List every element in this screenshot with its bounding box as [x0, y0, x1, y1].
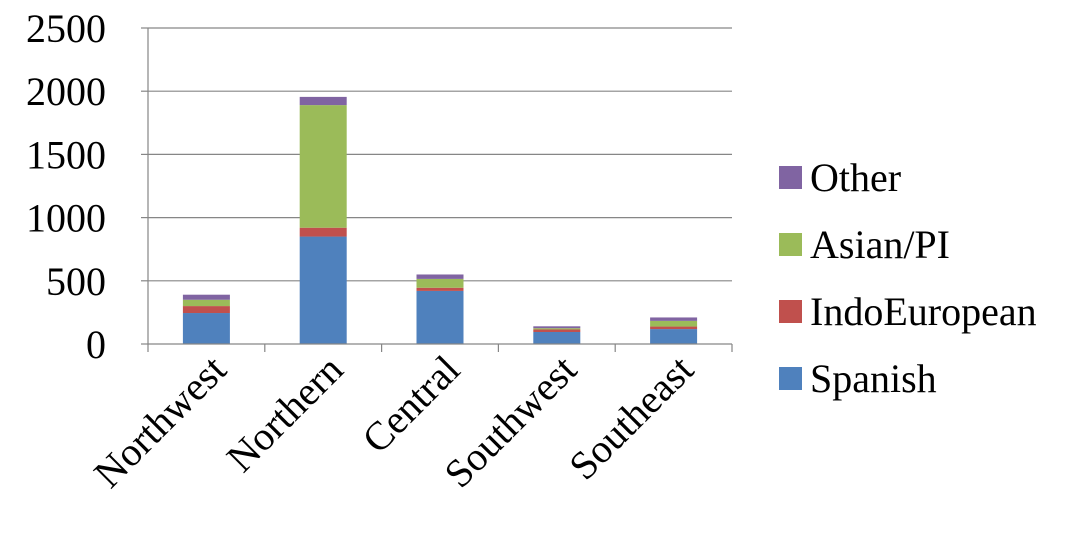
x-tick-label: Southeast [560, 347, 702, 489]
bar-other-southwest [533, 326, 581, 329]
bar-spanish-southwest [533, 331, 581, 344]
x-tick-label: Northern [218, 347, 352, 481]
legend-label: Asian/PI [810, 222, 950, 267]
y-tick-label: 1500 [26, 132, 106, 177]
bar-indoeuropean-northern [299, 227, 347, 237]
y-tick-labels: 0 500 1000 1500 2000 2500 [26, 6, 106, 367]
bar-spanish-southeast [650, 329, 698, 344]
bar-asian-pi-northwest [182, 299, 230, 307]
y-tick-label: 2500 [26, 6, 106, 51]
bar-indoeuropean-central [416, 287, 464, 291]
legend-label: Other [810, 155, 901, 200]
bar-other-central [416, 274, 464, 279]
bar-indoeuropean-southwest [533, 329, 581, 332]
gridlines [148, 27, 732, 282]
y-tick-label: 500 [46, 259, 106, 304]
legend-swatch [779, 300, 802, 323]
bar-indoeuropean-southeast [650, 326, 698, 330]
x-tick-label: Northwest [85, 347, 235, 497]
legend-label: Spanish [810, 356, 937, 401]
y-tick-label: 1000 [26, 196, 106, 241]
bar-asian-pi-northern [299, 105, 347, 228]
bar-spanish-northwest [182, 313, 230, 344]
y-tick-label: 2000 [26, 69, 106, 114]
axes [141, 27, 733, 352]
bar-spanish-northern [299, 236, 347, 344]
bar-asian-pi-southwest [533, 328, 581, 330]
x-tick-label: Central [353, 347, 468, 462]
bar-asian-pi-central [416, 278, 464, 288]
legend-swatch [779, 166, 802, 189]
bar-other-northwest [182, 294, 230, 300]
bar-asian-pi-southeast [650, 320, 698, 327]
legend-label: IndoEuropean [810, 289, 1037, 334]
legend-swatch [779, 367, 802, 390]
y-tick-label: 0 [86, 322, 106, 367]
bars [182, 96, 698, 344]
bar-other-southeast [650, 317, 698, 321]
bar-other-northern [299, 96, 347, 106]
legend-swatch [779, 233, 802, 256]
legend: Other Asian/PI IndoEuropean Spanish [779, 155, 1037, 401]
bar-spanish-central [416, 290, 464, 344]
bar-indoeuropean-northwest [182, 306, 230, 314]
